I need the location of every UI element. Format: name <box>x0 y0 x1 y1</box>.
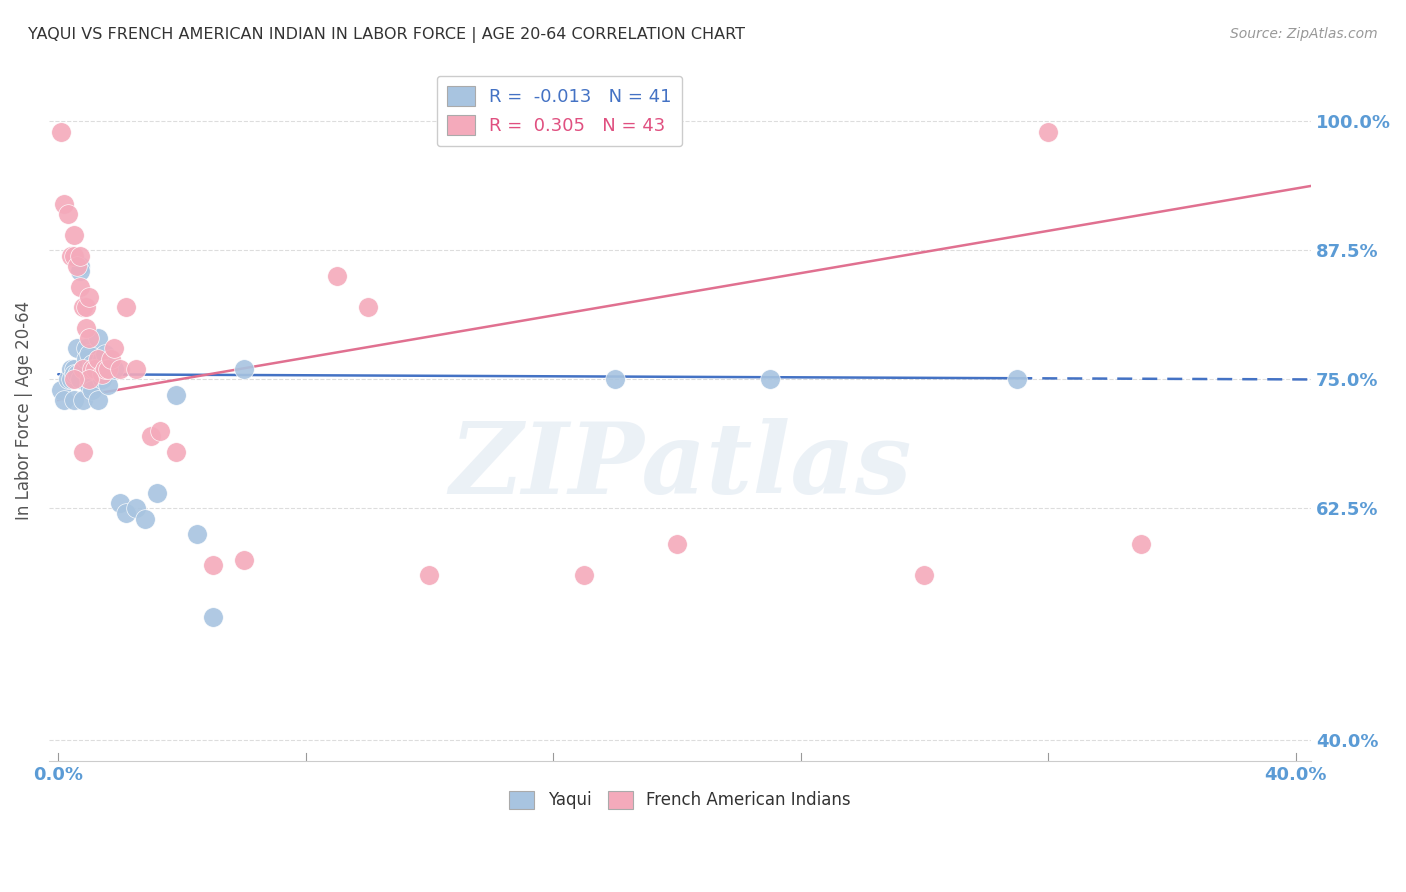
Point <box>77 372 100 386</box>
Point <box>418 568 440 582</box>
Point <box>325 269 347 284</box>
Text: ZIPatlas: ZIPatlas <box>449 418 911 515</box>
Point <box>72 392 94 407</box>
Point <box>186 527 208 541</box>
Point <box>75 351 97 366</box>
Point <box>97 362 120 376</box>
Point <box>59 249 82 263</box>
Point <box>69 264 91 278</box>
Point <box>69 279 91 293</box>
Point <box>77 346 100 360</box>
Point <box>66 368 89 382</box>
Point <box>53 197 76 211</box>
Point <box>165 388 187 402</box>
Point <box>62 227 84 242</box>
Point <box>75 321 97 335</box>
Point <box>62 392 84 407</box>
Point <box>62 249 84 263</box>
Point <box>165 444 187 458</box>
Point <box>87 331 110 345</box>
Point <box>66 342 89 356</box>
Text: YAQUI VS FRENCH AMERICAN INDIAN IN LABOR FORCE | AGE 20-64 CORRELATION CHART: YAQUI VS FRENCH AMERICAN INDIAN IN LABOR… <box>28 27 745 43</box>
Point <box>62 368 84 382</box>
Point <box>77 331 100 345</box>
Point <box>108 362 131 376</box>
Point <box>572 568 595 582</box>
Point <box>75 300 97 314</box>
Point <box>87 392 110 407</box>
Point <box>82 362 104 376</box>
Point <box>72 444 94 458</box>
Point <box>232 362 254 376</box>
Point <box>82 383 104 397</box>
Legend: Yaqui, French American Indians: Yaqui, French American Indians <box>502 784 858 816</box>
Point <box>84 362 107 376</box>
Point <box>139 429 162 443</box>
Point <box>103 342 125 356</box>
Point <box>90 368 112 382</box>
Point <box>59 372 82 386</box>
Point <box>82 357 104 371</box>
Point <box>603 372 626 386</box>
Point <box>356 300 378 314</box>
Point <box>232 553 254 567</box>
Point <box>69 249 91 263</box>
Point <box>124 362 146 376</box>
Point <box>72 362 94 376</box>
Point <box>100 351 122 366</box>
Point <box>66 259 89 273</box>
Point <box>69 259 91 273</box>
Point <box>56 207 79 221</box>
Point <box>108 496 131 510</box>
Point <box>1038 125 1060 139</box>
Point <box>146 486 169 500</box>
Text: Source: ZipAtlas.com: Source: ZipAtlas.com <box>1230 27 1378 41</box>
Point <box>51 383 73 397</box>
Point <box>53 392 76 407</box>
Point <box>90 372 112 386</box>
Point <box>201 558 224 572</box>
Point <box>84 362 107 376</box>
Point <box>77 377 100 392</box>
Point <box>115 300 138 314</box>
Point <box>62 362 84 376</box>
Point <box>90 351 112 366</box>
Point <box>69 372 91 386</box>
Point <box>97 377 120 392</box>
Point <box>51 125 73 139</box>
Point <box>59 362 82 376</box>
Point <box>134 511 156 525</box>
Point <box>93 346 115 360</box>
Point <box>103 362 125 376</box>
Point <box>914 568 936 582</box>
Point <box>62 372 84 386</box>
Point <box>758 372 780 386</box>
Point <box>201 609 224 624</box>
Point <box>665 537 688 551</box>
Point <box>75 342 97 356</box>
Point <box>124 501 146 516</box>
Point <box>72 300 94 314</box>
Point <box>56 372 79 386</box>
Point <box>93 362 115 376</box>
Point <box>77 290 100 304</box>
Point <box>149 424 172 438</box>
Point <box>1007 372 1029 386</box>
Point <box>87 351 110 366</box>
Point <box>115 507 138 521</box>
Point <box>1130 537 1153 551</box>
Y-axis label: In Labor Force | Age 20-64: In Labor Force | Age 20-64 <box>15 301 32 520</box>
Point <box>72 362 94 376</box>
